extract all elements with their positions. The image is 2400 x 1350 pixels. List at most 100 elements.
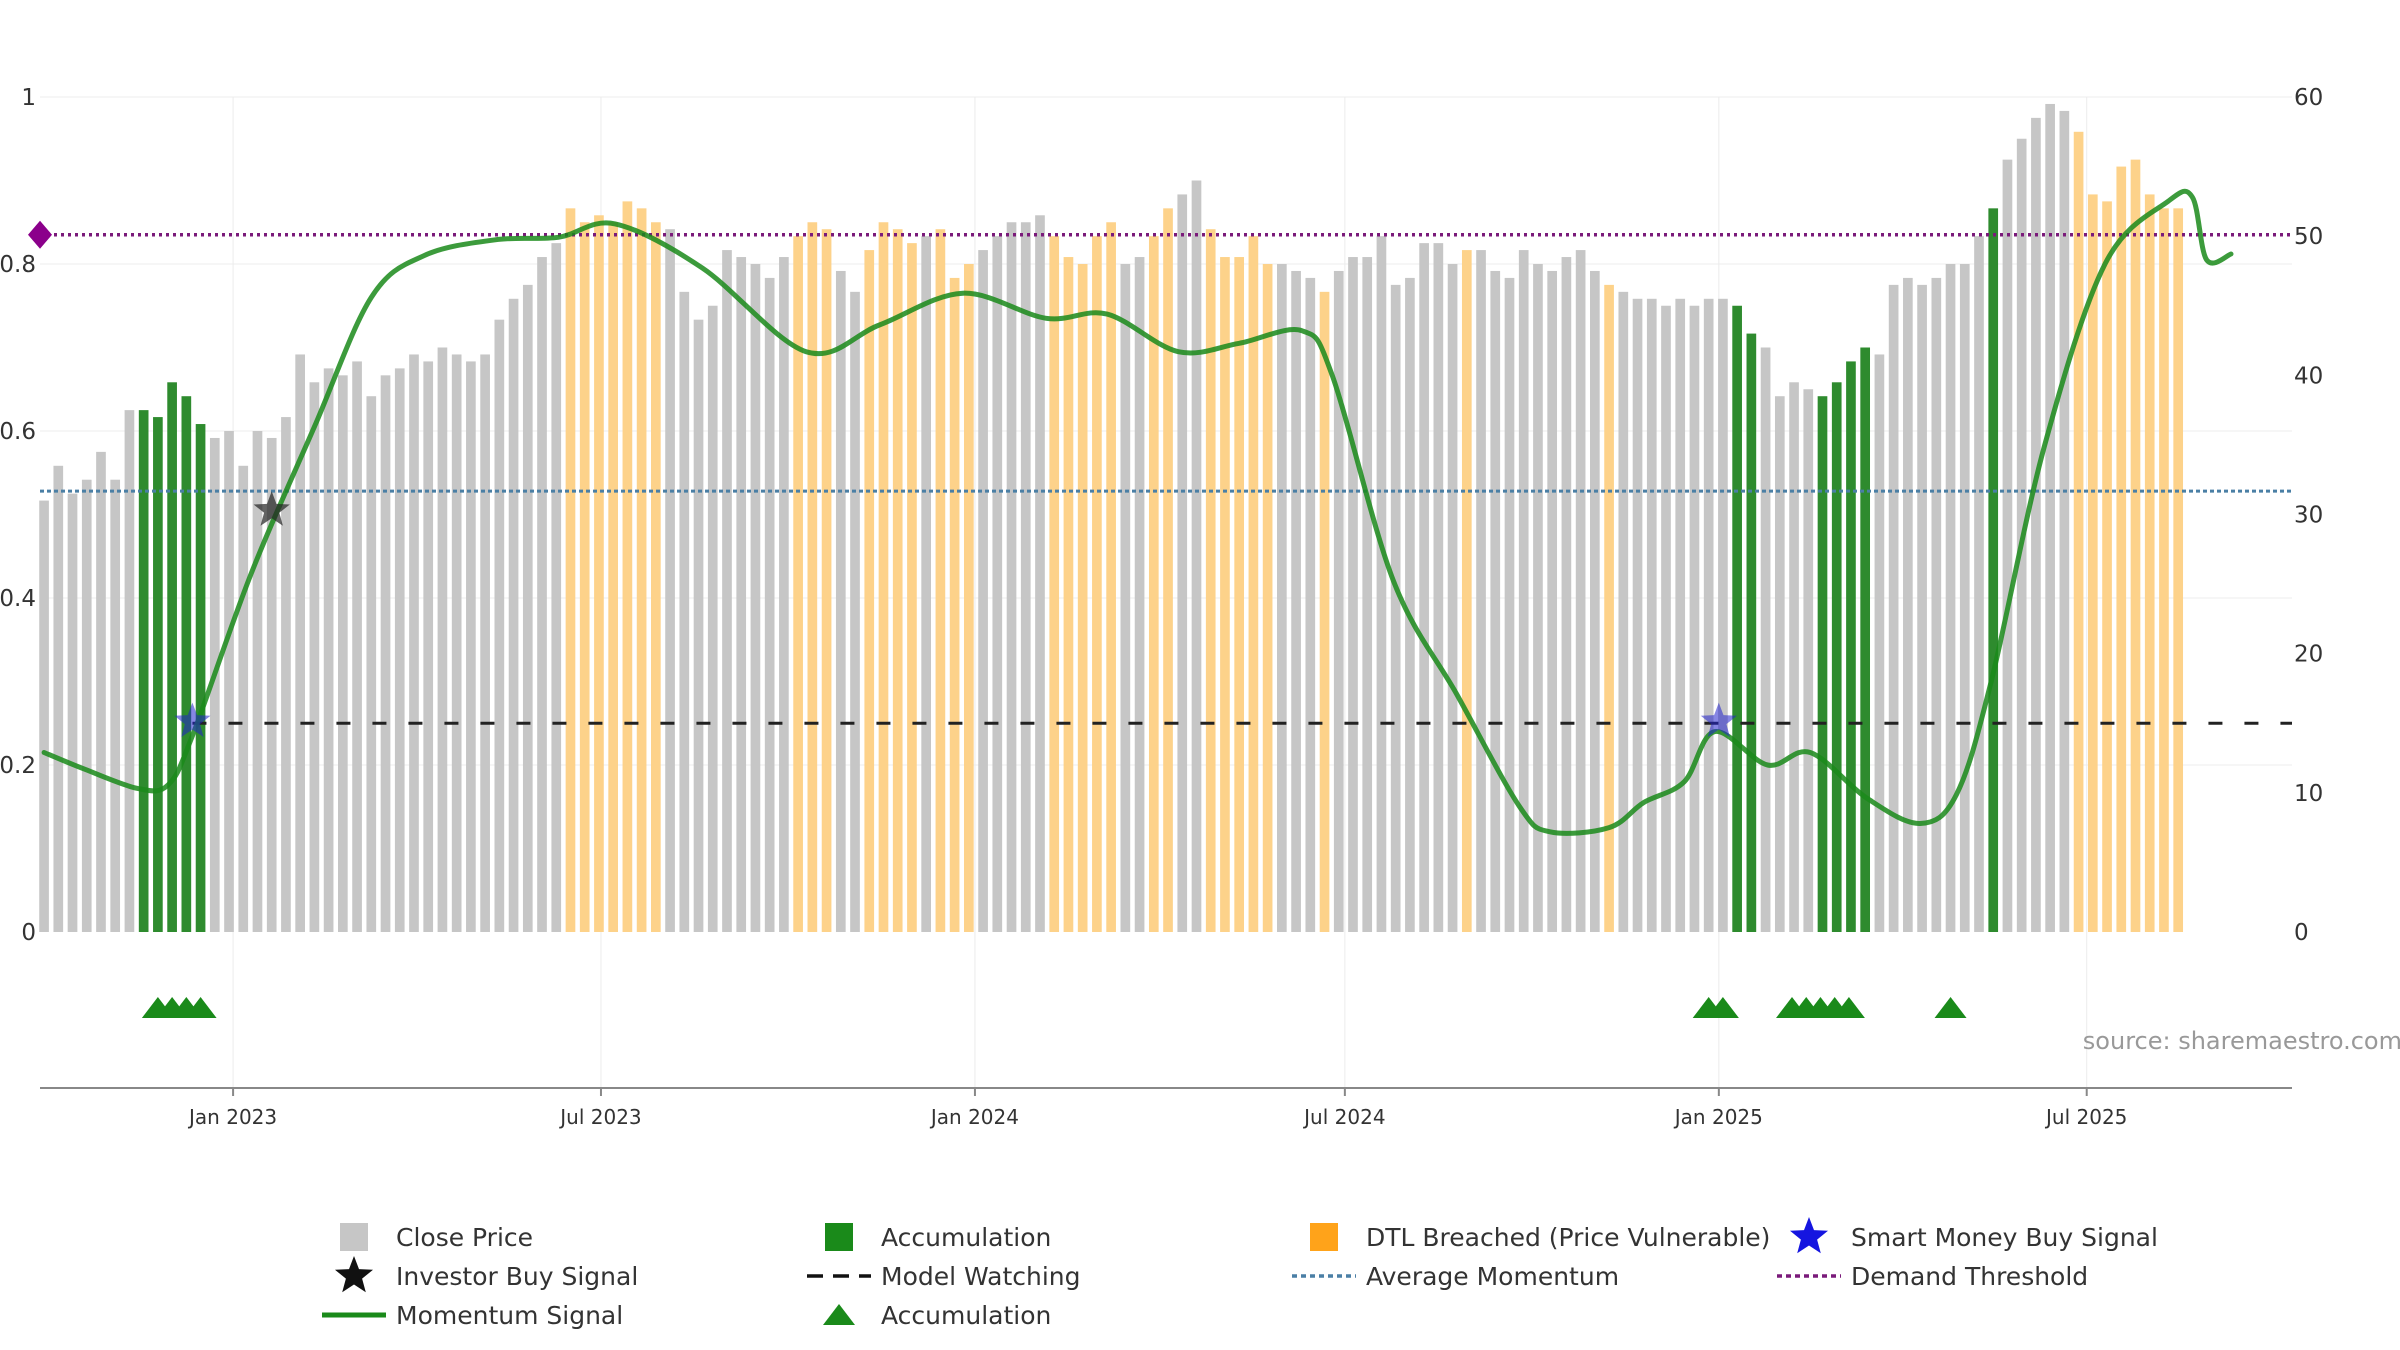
legend-item: Accumulation [825, 1223, 1051, 1252]
left-axis-tick-label: 0 [21, 920, 36, 946]
price-bar [537, 257, 547, 933]
price-bar [2031, 117, 2041, 932]
legend-item: Average Momentum [1292, 1262, 1619, 1291]
legend-label: Accumulation [881, 1301, 1051, 1330]
price-bar [1063, 257, 1074, 933]
price-bar [793, 236, 803, 932]
price-bar [921, 236, 932, 932]
price-bar [1461, 250, 1472, 933]
price-bar [1561, 257, 1572, 933]
price-bar [1547, 270, 1558, 932]
price-bar [1191, 180, 1202, 932]
price-bar [266, 437, 277, 932]
price-bar [693, 319, 704, 933]
price-bar [992, 236, 1003, 932]
blue-star-icon [1790, 1217, 1828, 1254]
price-bar [1703, 298, 1714, 933]
price-bar [1974, 236, 1984, 932]
right-axis-tick-label: 20 [2294, 642, 2323, 668]
price-bar [722, 250, 732, 933]
price-bar [195, 424, 206, 932]
price-bar [352, 361, 362, 933]
right-axis-tick-label: 0 [2294, 920, 2309, 946]
x-axis: Jan 2023 Jul 2023 Jan 2024 Jul 2024 Jan 2025… [40, 1087, 2292, 1129]
price-bar [1376, 236, 1387, 932]
price-bar [423, 361, 434, 933]
price-bar [1846, 361, 1856, 933]
price-bar [964, 264, 974, 932]
price-bar [1789, 382, 1799, 933]
legend-label: Model Watching [881, 1262, 1081, 1291]
legend-label: Investor Buy Signal [396, 1262, 638, 1291]
price-bar [480, 354, 490, 932]
price-bar [1234, 257, 1245, 933]
price-bar [1262, 264, 1273, 932]
legend-label: Momentum Signal [396, 1301, 623, 1330]
price-bar [238, 465, 249, 932]
price-bar [181, 396, 192, 932]
price-bar [2059, 110, 2070, 932]
price-bar [466, 361, 476, 933]
legend-item: Model Watching [807, 1262, 1081, 1291]
price-bar [124, 410, 135, 932]
price-bar [1148, 236, 1159, 932]
price-bar [494, 319, 505, 933]
price-bar [1291, 270, 1301, 932]
legend-item: Accumulation [823, 1301, 1051, 1330]
price-bar [779, 257, 789, 933]
price-bar [2002, 159, 2013, 932]
left-axis-tick-label: 1 [21, 85, 36, 111]
price-bar [1106, 222, 1116, 932]
price-bar [1917, 284, 1927, 932]
price-bar [1760, 347, 1771, 932]
price-bar [167, 382, 177, 933]
price-bar [1006, 222, 1017, 932]
x-axis-tick-label: Jan 2024 [929, 1105, 1019, 1129]
price-bar [1433, 243, 1444, 932]
source-label: source: sharemaestro.com [2083, 1027, 2400, 1055]
price-bar [1077, 264, 1088, 932]
gray-square-icon [340, 1223, 368, 1251]
price-bar [1333, 270, 1344, 932]
price-bar [1533, 264, 1543, 932]
legend-label: Average Momentum [1366, 1262, 1619, 1291]
right-axis-tick-label: 10 [2294, 781, 2323, 807]
orange-square-icon [1310, 1223, 1338, 1251]
price-bar [224, 431, 234, 932]
price-bar [1177, 194, 1188, 932]
price-bar [1718, 298, 1728, 933]
price-bar [209, 437, 220, 932]
price-bar [1675, 298, 1686, 933]
price-bar [707, 305, 718, 932]
price-bar [2045, 103, 2055, 933]
price-bar [1632, 298, 1643, 933]
price-bar [1746, 333, 1757, 932]
smart-money-buy-star [1700, 702, 1737, 737]
momentum-signal-line [41, 188, 2234, 836]
left-axis-tick-label: 0.4 [0, 586, 36, 612]
price-bar [1518, 250, 1529, 933]
price-bar [1661, 305, 1671, 932]
price-bar [2130, 159, 2141, 932]
price-bar [2102, 201, 2112, 932]
price-bar [949, 277, 960, 933]
price-bar [366, 396, 377, 932]
right-axis-tick-label: 30 [2294, 503, 2323, 529]
price-bar [679, 291, 690, 932]
price-bar [2073, 131, 2084, 932]
accumulation-triangle [1934, 997, 1967, 1018]
price-bar [295, 354, 305, 932]
left-axis-tick-label: 0.2 [0, 753, 36, 779]
legend-label: Accumulation [881, 1223, 1051, 1252]
price-bar [110, 479, 121, 932]
price-bar [907, 243, 917, 932]
price-bar [437, 347, 448, 932]
price-bar [1134, 257, 1145, 933]
price-bar [651, 222, 661, 932]
price-bar [1931, 277, 1942, 933]
price-bar [138, 410, 149, 932]
accumulation-triangle [184, 997, 217, 1018]
price-bar [1049, 236, 1060, 932]
legend-item: DTL Breached (Price Vulnerable) [1310, 1223, 1770, 1252]
price-bar [2116, 166, 2127, 933]
